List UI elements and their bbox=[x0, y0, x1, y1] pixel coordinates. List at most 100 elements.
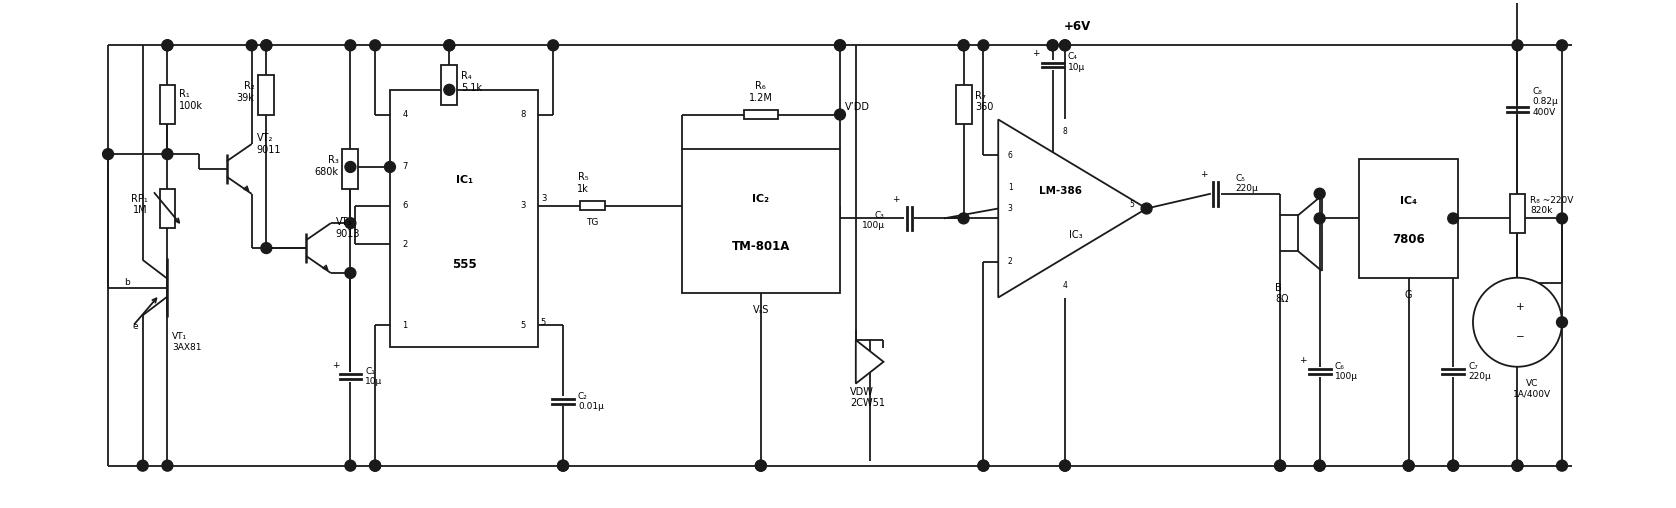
Text: R₈ ~220V
820k: R₈ ~220V 820k bbox=[1530, 196, 1574, 215]
Circle shape bbox=[384, 162, 396, 172]
Text: 3: 3 bbox=[1007, 204, 1012, 213]
Circle shape bbox=[163, 149, 173, 160]
Circle shape bbox=[1314, 460, 1326, 471]
Circle shape bbox=[1557, 213, 1567, 224]
Circle shape bbox=[261, 40, 272, 51]
Circle shape bbox=[835, 40, 845, 51]
Bar bbox=[1359, 159, 1458, 278]
Circle shape bbox=[1059, 40, 1071, 51]
Text: 1: 1 bbox=[1007, 183, 1012, 192]
Text: RP₁
1M: RP₁ 1M bbox=[131, 194, 147, 215]
Text: +6V: +6V bbox=[1064, 20, 1091, 34]
Circle shape bbox=[1512, 460, 1523, 471]
Text: 2: 2 bbox=[402, 240, 407, 248]
Text: IC₂: IC₂ bbox=[753, 195, 769, 204]
Circle shape bbox=[1512, 460, 1523, 471]
Text: +: + bbox=[332, 361, 339, 370]
Circle shape bbox=[246, 40, 256, 51]
Text: 7: 7 bbox=[402, 163, 407, 172]
Text: C₇
220μ: C₇ 220μ bbox=[1468, 362, 1490, 382]
Text: TG: TG bbox=[587, 218, 598, 228]
Circle shape bbox=[345, 460, 355, 471]
Text: VDW
2CW51: VDW 2CW51 bbox=[850, 387, 885, 408]
Text: 5: 5 bbox=[521, 321, 526, 330]
Text: 555: 555 bbox=[453, 258, 476, 271]
Circle shape bbox=[1557, 317, 1567, 328]
Bar bbox=[1510, 194, 1525, 233]
Circle shape bbox=[1059, 460, 1071, 471]
Bar bbox=[441, 65, 458, 105]
Bar bbox=[955, 85, 972, 124]
Text: VT₃
9013: VT₃ 9013 bbox=[335, 217, 360, 239]
Circle shape bbox=[979, 460, 989, 471]
Circle shape bbox=[1048, 40, 1058, 51]
Circle shape bbox=[835, 109, 845, 120]
Circle shape bbox=[345, 40, 355, 51]
Text: VₛS: VₛS bbox=[753, 305, 769, 315]
Circle shape bbox=[1059, 460, 1071, 471]
Circle shape bbox=[163, 40, 173, 51]
Circle shape bbox=[345, 218, 355, 229]
Text: R₄
5.1k: R₄ 5.1k bbox=[461, 71, 483, 92]
Circle shape bbox=[1059, 40, 1071, 51]
Bar bbox=[744, 110, 778, 119]
Text: 6: 6 bbox=[402, 201, 407, 210]
Circle shape bbox=[370, 460, 380, 471]
Text: e: e bbox=[132, 322, 139, 331]
Text: IC₁: IC₁ bbox=[456, 175, 473, 185]
Circle shape bbox=[756, 460, 766, 471]
Text: VC
1A/400V: VC 1A/400V bbox=[1513, 378, 1552, 398]
Text: IC₄: IC₄ bbox=[1399, 196, 1418, 206]
Circle shape bbox=[1403, 460, 1415, 471]
Text: R₅
1k: R₅ 1k bbox=[577, 172, 588, 194]
Text: 6: 6 bbox=[1007, 150, 1012, 160]
Bar bbox=[580, 201, 605, 210]
Circle shape bbox=[444, 40, 454, 51]
Text: +: + bbox=[1517, 302, 1525, 312]
Text: B
8Ω: B 8Ω bbox=[1275, 282, 1289, 304]
Bar bbox=[258, 75, 275, 114]
Circle shape bbox=[1557, 460, 1567, 471]
Circle shape bbox=[1448, 460, 1458, 471]
Polygon shape bbox=[856, 340, 883, 384]
Text: R₁
100k: R₁ 100k bbox=[179, 89, 203, 111]
Circle shape bbox=[1314, 213, 1326, 224]
Circle shape bbox=[102, 149, 114, 160]
Text: 3: 3 bbox=[541, 194, 546, 203]
Bar bbox=[682, 149, 840, 293]
Text: 5: 5 bbox=[1130, 201, 1135, 209]
Text: R₆
1.2M: R₆ 1.2M bbox=[749, 81, 773, 103]
Text: C₆
100μ: C₆ 100μ bbox=[1334, 362, 1358, 382]
Circle shape bbox=[1473, 278, 1562, 367]
Text: TM-801A: TM-801A bbox=[732, 240, 789, 253]
Circle shape bbox=[1275, 460, 1285, 471]
Circle shape bbox=[137, 460, 147, 471]
Bar bbox=[159, 188, 176, 228]
Circle shape bbox=[163, 40, 173, 51]
Circle shape bbox=[163, 460, 173, 471]
Text: 8: 8 bbox=[521, 110, 526, 119]
Bar bbox=[159, 85, 176, 124]
Bar bbox=[342, 149, 359, 188]
Text: C₈
0.82μ
400V: C₈ 0.82μ 400V bbox=[1532, 87, 1559, 116]
Circle shape bbox=[1314, 460, 1326, 471]
Text: R₇
360: R₇ 360 bbox=[975, 91, 994, 112]
Text: C₄
10μ: C₄ 10μ bbox=[1068, 52, 1084, 72]
Circle shape bbox=[558, 460, 568, 471]
Text: 2: 2 bbox=[1007, 258, 1012, 266]
Text: C₃
100μ: C₃ 100μ bbox=[861, 211, 885, 230]
Text: +: + bbox=[1299, 356, 1307, 365]
Text: +: + bbox=[1200, 170, 1208, 179]
Circle shape bbox=[959, 40, 969, 51]
Text: +: + bbox=[1032, 49, 1039, 58]
Text: C₂
0.01μ: C₂ 0.01μ bbox=[578, 392, 603, 411]
Circle shape bbox=[1557, 40, 1567, 51]
Circle shape bbox=[1448, 213, 1458, 224]
Circle shape bbox=[261, 243, 272, 253]
Text: V’DD: V’DD bbox=[845, 102, 870, 112]
Text: IC₃: IC₃ bbox=[1069, 230, 1083, 240]
Circle shape bbox=[370, 40, 380, 51]
Text: VT₁
3AX81: VT₁ 3AX81 bbox=[173, 332, 201, 352]
Text: 3: 3 bbox=[521, 201, 526, 210]
Circle shape bbox=[345, 162, 355, 172]
